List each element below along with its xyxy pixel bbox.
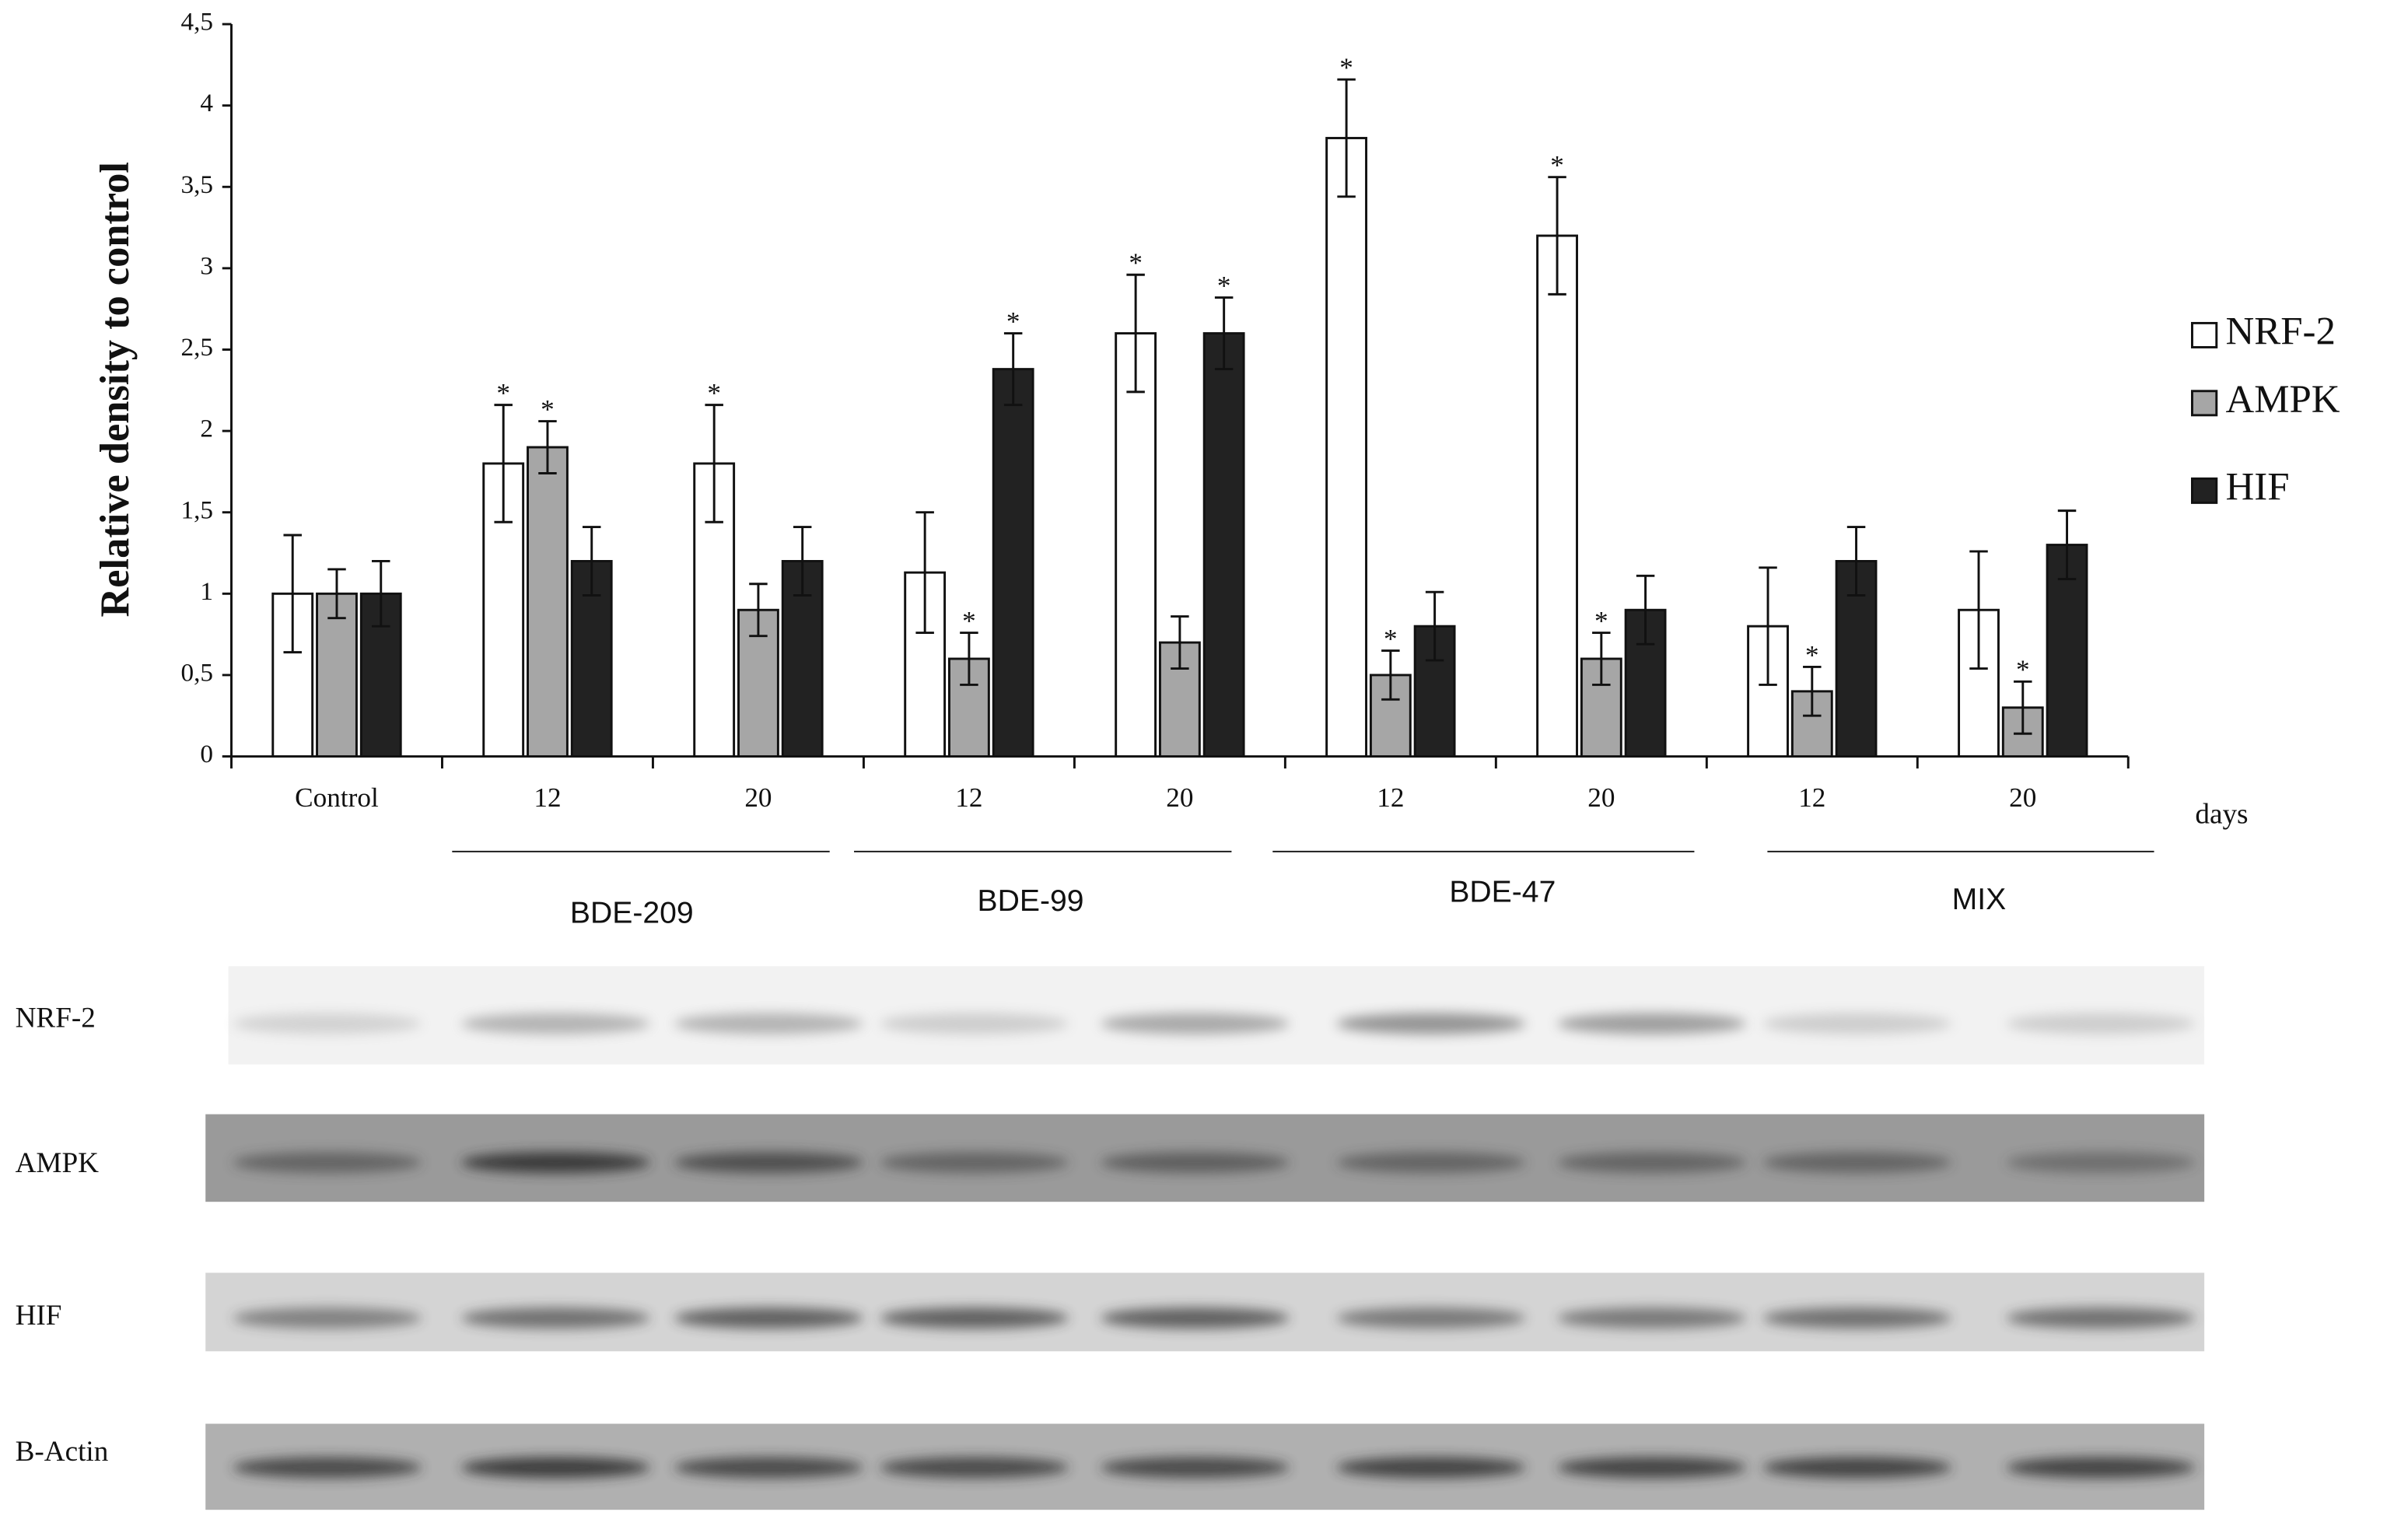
group-label: BDE-47 [1449,876,1556,909]
blot-band [674,1307,863,1329]
blot-band [461,1307,650,1329]
blot-band [1101,1457,1290,1479]
legend-swatch [2191,390,2218,417]
y-tick-label: 4 [200,89,213,117]
y-tick-label: 0 [200,740,213,768]
x-tick-label: 12 [955,782,982,813]
bar [527,446,569,758]
blot-band [880,1307,1069,1329]
blot-band [1101,1013,1290,1034]
blot-band [233,1307,422,1329]
blot-label: AMPK [16,1147,100,1179]
significance-marker: * [1006,306,1020,337]
bar [1202,332,1245,758]
y-tick-label: 4,5 [180,8,213,37]
significance-marker: * [1339,53,1353,83]
legend-swatch [2191,321,2218,348]
blot-band [1336,1307,1526,1329]
blot-band [1557,1457,1746,1479]
blot-band [1557,1013,1746,1034]
blot-band [1557,1152,1746,1174]
legend-label: AMPK [2226,377,2340,421]
blot-band [1101,1152,1290,1174]
blot-band [1101,1307,1290,1329]
blot-band [2006,1457,2196,1479]
blot-band [461,1457,650,1479]
legend-label: HIF [2226,465,2290,509]
significance-marker: * [1129,248,1143,278]
blot-band [2006,1013,2196,1034]
x-tick-label: 20 [744,782,772,813]
bar [316,592,358,758]
significance-marker: * [541,394,555,425]
significance-marker: * [1217,271,1231,301]
x-tick-label: 12 [1798,782,1825,813]
significance-marker: * [1550,150,1564,180]
blot-band [233,1457,422,1479]
y-tick-label: 1 [200,577,213,606]
y-tick-label: 3,5 [180,170,213,199]
significance-marker: * [1805,640,1819,670]
group-label: MIX [1952,883,2007,916]
legend-swatch [2191,477,2218,504]
significance-marker: * [707,378,721,408]
significance-marker: * [1384,624,1398,654]
x-unit-label: days [2195,799,2248,831]
y-tick-label: 0,5 [180,659,213,688]
significance-marker: * [962,606,976,636]
bar [992,368,1034,758]
x-tick-label: Control [295,782,379,813]
y-tick-label: 1,5 [180,495,213,524]
legend-label: NRF-2 [2226,310,2336,353]
blot-label: HIF [16,1300,62,1332]
group-label: BDE-209 [570,897,694,930]
bar [1115,332,1157,758]
blot-band [2006,1307,2196,1329]
blot-band [880,1013,1069,1034]
blot-band [1762,1457,1952,1479]
x-tick-label: 12 [534,782,561,813]
significance-marker: * [2016,655,2030,685]
blot-band [233,1013,422,1034]
blot-band [1762,1307,1952,1329]
group-label: BDE-99 [978,884,1084,918]
blot-band [674,1457,863,1479]
significance-marker: * [1594,606,1608,636]
y-tick-label: 3 [200,252,213,281]
blot-band [1762,1152,1952,1174]
blot-band [880,1457,1069,1479]
bar [1536,234,1578,758]
y-tick-label: 2,5 [180,333,213,362]
y-axis-label: Relative density to control [93,162,138,617]
blot-band [2006,1152,2196,1174]
blot-band [1336,1457,1526,1479]
blot-band [674,1013,863,1034]
blot-band [674,1152,863,1174]
blot-band [461,1013,650,1034]
x-tick-label: 12 [1377,782,1404,813]
blot-label: NRF-2 [16,1003,96,1034]
blot-band [1557,1307,1746,1329]
x-tick-label: 20 [1166,782,1193,813]
significance-marker: * [496,378,510,408]
x-tick-label: 20 [2009,782,2036,813]
blot-band [233,1152,422,1174]
blot-label: B-Actin [16,1436,109,1468]
blot-band [1336,1013,1526,1034]
blot-band [1336,1152,1526,1174]
bar [1790,690,1833,758]
blot-band [880,1152,1069,1174]
blot-band [461,1152,650,1174]
y-tick-label: 2 [200,415,213,443]
bar [1325,137,1368,758]
blot-band [1762,1013,1952,1034]
x-tick-label: 20 [1587,782,1615,813]
